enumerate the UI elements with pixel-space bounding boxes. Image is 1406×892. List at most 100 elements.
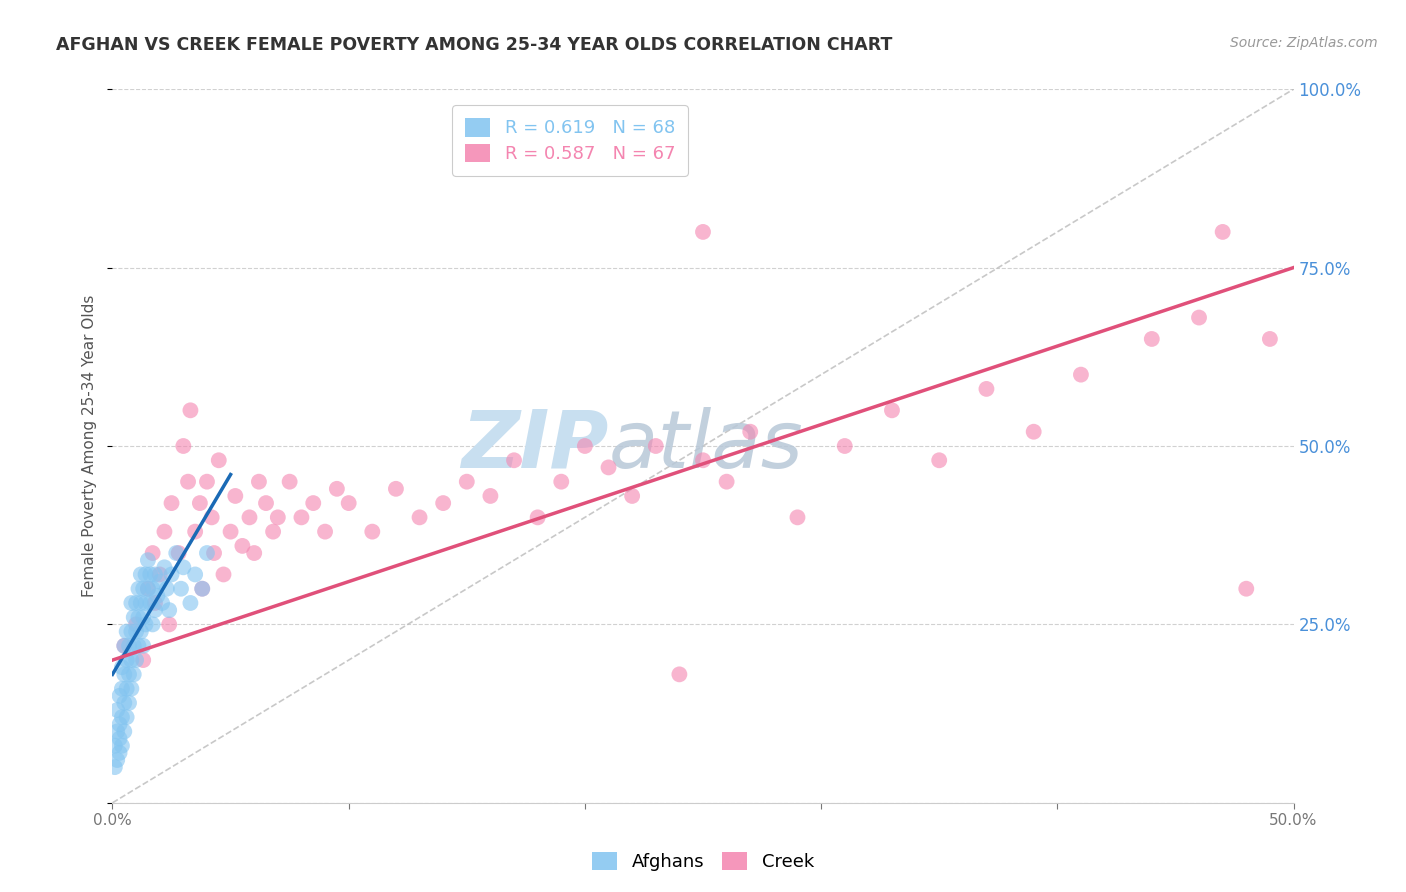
Point	[149, 574, 172, 589]
Point	[167, 546, 190, 560]
Point	[1140, 332, 1163, 346]
Point	[127, 582, 149, 596]
Point	[105, 703, 128, 717]
Point	[115, 653, 138, 667]
Point	[692, 225, 714, 239]
Point	[149, 567, 172, 582]
Point	[120, 681, 142, 696]
Legend: R = 0.619   N = 68, R = 0.587   N = 67: R = 0.619 N = 68, R = 0.587 N = 67	[453, 105, 688, 176]
Point	[1234, 582, 1257, 596]
Point	[108, 731, 131, 746]
Point	[125, 653, 148, 667]
Point	[111, 710, 134, 724]
Point	[135, 596, 157, 610]
Point	[112, 667, 135, 681]
Text: AFGHAN VS CREEK FEMALE POVERTY AMONG 25-34 YEAR OLDS CORRELATION CHART: AFGHAN VS CREEK FEMALE POVERTY AMONG 25-…	[56, 36, 893, 54]
Point	[479, 489, 502, 503]
Point	[201, 510, 224, 524]
Point	[834, 439, 856, 453]
Point	[143, 596, 166, 610]
Point	[290, 510, 312, 524]
Point	[1258, 332, 1281, 346]
Point	[132, 639, 155, 653]
Point	[195, 475, 218, 489]
Point	[184, 567, 207, 582]
Point	[238, 510, 260, 524]
Point	[1212, 225, 1234, 239]
Point	[574, 439, 596, 453]
Point	[621, 489, 644, 503]
Point	[112, 724, 135, 739]
Point	[104, 760, 127, 774]
Point	[456, 475, 478, 489]
Point	[139, 596, 162, 610]
Point	[135, 617, 157, 632]
Point	[170, 582, 193, 596]
Point	[716, 475, 738, 489]
Point	[120, 653, 142, 667]
Point	[112, 696, 135, 710]
Point	[118, 667, 141, 681]
Point	[172, 439, 194, 453]
Point	[108, 689, 131, 703]
Point	[267, 510, 290, 524]
Point	[132, 582, 155, 596]
Text: atlas: atlas	[609, 407, 803, 485]
Point	[105, 753, 128, 767]
Point	[157, 617, 180, 632]
Point	[143, 603, 166, 617]
Point	[302, 496, 325, 510]
Point	[314, 524, 336, 539]
Point	[115, 710, 138, 724]
Point	[179, 403, 201, 417]
Point	[231, 539, 253, 553]
Point	[146, 589, 169, 603]
Point	[108, 717, 131, 731]
Point	[125, 624, 148, 639]
Point	[432, 496, 454, 510]
Point	[1188, 310, 1211, 325]
Point	[243, 546, 266, 560]
Point	[153, 524, 176, 539]
Point	[188, 496, 211, 510]
Point	[191, 582, 214, 596]
Point	[139, 567, 162, 582]
Point	[136, 582, 159, 596]
Point	[142, 617, 165, 632]
Point	[408, 510, 430, 524]
Point	[115, 624, 138, 639]
Point	[503, 453, 526, 467]
Point	[105, 724, 128, 739]
Point	[598, 460, 620, 475]
Point	[195, 546, 218, 560]
Point	[1070, 368, 1092, 382]
Point	[143, 567, 166, 582]
Point	[692, 453, 714, 467]
Point	[160, 567, 183, 582]
Point	[132, 653, 155, 667]
Point	[132, 610, 155, 624]
Point	[550, 475, 572, 489]
Point	[644, 439, 666, 453]
Point	[125, 596, 148, 610]
Point	[129, 596, 152, 610]
Point	[208, 453, 231, 467]
Point	[125, 617, 148, 632]
Point	[326, 482, 349, 496]
Point	[142, 582, 165, 596]
Point	[118, 696, 141, 710]
Point	[127, 610, 149, 624]
Point	[129, 567, 152, 582]
Point	[1022, 425, 1045, 439]
Point	[160, 496, 183, 510]
Point	[142, 546, 165, 560]
Point	[122, 610, 145, 624]
Point	[179, 596, 201, 610]
Point	[111, 681, 134, 696]
Point	[172, 560, 194, 574]
Point	[976, 382, 998, 396]
Point	[191, 582, 214, 596]
Point	[254, 496, 277, 510]
Point	[129, 624, 152, 639]
Point	[385, 482, 408, 496]
